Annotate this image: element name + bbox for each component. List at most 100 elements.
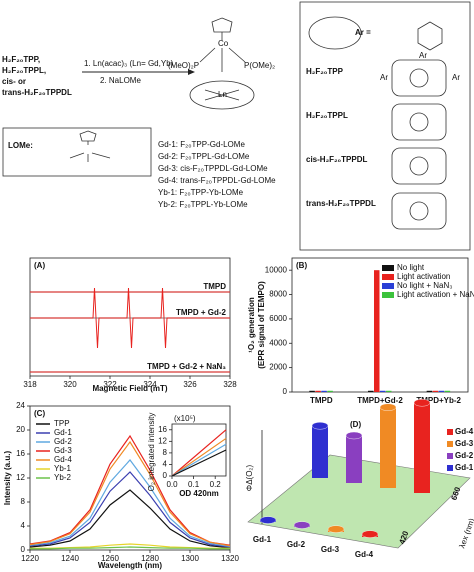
x-axis-title: Wavelength (nm) bbox=[98, 561, 162, 570]
porphyrin-name: H₂F₂₀TPP bbox=[306, 67, 344, 76]
condition: 2. NaLOMe bbox=[100, 76, 141, 85]
y-tick-label: 4 bbox=[21, 521, 26, 530]
atom-label: P(OMe)₂ bbox=[244, 61, 275, 70]
reactant: H₂F₂₀TPP, bbox=[2, 55, 40, 64]
panel-label: (D) bbox=[350, 420, 361, 429]
y-axis-title: Intensity (a.u.) bbox=[3, 451, 12, 506]
bar-top bbox=[413, 399, 431, 407]
y-tick-label: 0 bbox=[283, 387, 288, 396]
bar-top bbox=[327, 525, 345, 533]
x-tick-label: 0.0 bbox=[166, 480, 178, 489]
y-tick-label: 8 bbox=[163, 448, 168, 457]
inset-y-title: O₂ integrated intensity bbox=[147, 413, 156, 492]
reactant: cis- or bbox=[2, 77, 26, 86]
plot-frame bbox=[29, 257, 231, 377]
legend-label: TPP bbox=[54, 419, 70, 428]
condition: 1. Ln(acac)₃ (Ln= Gd,Yb) bbox=[84, 59, 174, 68]
legend-label: Gd-3 bbox=[455, 439, 474, 448]
legend-swatch bbox=[447, 453, 453, 459]
atom-label: (MeO)₂P bbox=[168, 61, 199, 70]
depth-axis-title: λex (nm) bbox=[457, 517, 474, 550]
bar-top bbox=[379, 403, 397, 411]
legend-swatch bbox=[447, 465, 453, 471]
ar-label: Ar = bbox=[355, 28, 371, 37]
y-tick-label: 12 bbox=[158, 436, 167, 445]
legend-label: Gd-1 bbox=[54, 428, 72, 437]
x-tick-label: 1260 bbox=[101, 554, 119, 563]
legend-label: Gd-1 bbox=[455, 463, 474, 472]
y-axis-title: ¹O₂ generation bbox=[247, 297, 256, 353]
porphyrin-name: H₂F₂₀TPPL bbox=[306, 111, 348, 120]
y-tick-label: 20 bbox=[16, 425, 25, 434]
macrocycle-drawing bbox=[308, 16, 362, 50]
legend-label: Gd-4 bbox=[455, 427, 474, 436]
x-tick-label: 320 bbox=[63, 380, 77, 389]
x-tick-label: Gd-1 bbox=[253, 535, 272, 544]
complex-drawing bbox=[189, 17, 255, 110]
bar bbox=[426, 390, 433, 392]
legend-label: Gd-2 bbox=[455, 451, 474, 460]
trace-label: TMPD bbox=[203, 282, 226, 291]
legend-swatch bbox=[447, 429, 453, 435]
legend-label: Yb-2 bbox=[54, 473, 71, 482]
compound: Gd-4: trans-F₂₀TPPDL-Gd-LOMe bbox=[158, 176, 276, 185]
bar-top bbox=[311, 422, 329, 430]
legend-swatch bbox=[447, 441, 453, 447]
y-tick-label: 4000 bbox=[269, 338, 287, 347]
y-tick-label: 4 bbox=[163, 460, 168, 469]
atom-label: Co bbox=[218, 39, 229, 48]
ligand-box bbox=[2, 127, 152, 177]
y-tick-label: 10000 bbox=[265, 265, 288, 274]
ligand-label: LOMe: bbox=[8, 141, 33, 150]
y-tick-label: 8 bbox=[21, 497, 26, 506]
y-tick-label: 12 bbox=[16, 473, 25, 482]
x-tick-label: Gd-3 bbox=[321, 545, 340, 554]
bar bbox=[438, 390, 445, 392]
bar-body bbox=[346, 435, 362, 483]
legend-label: No light + NaN₃ bbox=[397, 281, 453, 290]
legend-swatch bbox=[382, 283, 394, 289]
legend-swatch bbox=[382, 274, 394, 280]
series-line bbox=[29, 471, 231, 548]
arrow-head bbox=[188, 69, 195, 75]
series-line bbox=[30, 546, 230, 550]
legend-label: Gd-3 bbox=[54, 446, 72, 455]
x-tick-label: Gd-4 bbox=[355, 550, 374, 559]
bar bbox=[444, 390, 451, 392]
trace-label: TMPD + Gd-2 + NaN₃ bbox=[147, 362, 226, 371]
inset-x-title: OD 420nm bbox=[179, 489, 219, 498]
x-tick-label: 1320 bbox=[221, 554, 239, 563]
bar bbox=[309, 390, 315, 392]
porphyrin-drawings bbox=[391, 59, 447, 230]
bar-body bbox=[312, 425, 328, 478]
compound: Yb-1: F₂₀TPP-Yb-LOMe bbox=[158, 188, 244, 197]
inset-multiplier: (x10⁵) bbox=[174, 414, 196, 423]
porphyrin-name: trans-H₂F₂₀TPPDL bbox=[306, 199, 376, 208]
legend-label: Light activation + NaN₃ bbox=[397, 290, 474, 299]
porphyrin-name: cis-H₂F₂₀TPPDL bbox=[306, 155, 368, 164]
compound: Gd-3: cis-F₂₀TPPDL-Gd-LOMe bbox=[158, 164, 268, 173]
bar-body bbox=[414, 402, 430, 493]
aryl-drawing bbox=[417, 21, 443, 51]
y-tick-label: 2000 bbox=[269, 363, 287, 372]
series-line bbox=[171, 429, 227, 477]
series-line bbox=[29, 440, 231, 547]
x-tick-label: Gd-2 bbox=[287, 540, 306, 549]
x-tick-label: 322 bbox=[103, 380, 117, 389]
x-tick-label: 318 bbox=[23, 380, 37, 389]
x-tick-label: 324 bbox=[143, 380, 157, 389]
compound: Yb-2: F₂₀TPPL-Yb-LOMe bbox=[158, 200, 248, 209]
panel-label: (C) bbox=[34, 409, 45, 418]
x-tick-label: 1300 bbox=[181, 554, 199, 563]
bar-top bbox=[361, 530, 379, 538]
panel-label: (B) bbox=[296, 261, 307, 270]
depth-tick-label: 420 bbox=[397, 529, 410, 545]
bar bbox=[315, 390, 321, 392]
epr-trace bbox=[30, 287, 230, 349]
bar-top bbox=[259, 516, 277, 524]
ligand-drawing bbox=[69, 130, 111, 162]
series-line bbox=[171, 437, 227, 477]
panel-label: (A) bbox=[34, 261, 45, 270]
y-tick-label: 0 bbox=[163, 471, 168, 480]
